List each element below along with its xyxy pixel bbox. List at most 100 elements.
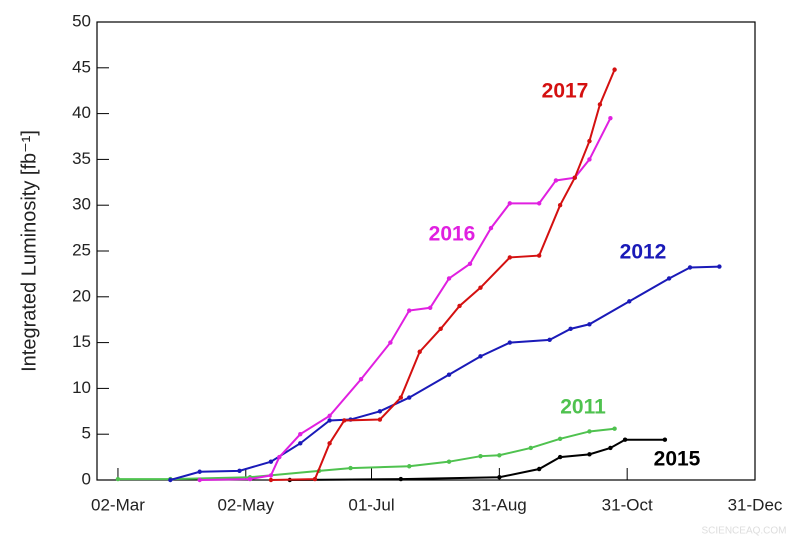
x-tick-label: 31-Oct — [602, 495, 653, 514]
data-point — [247, 476, 253, 482]
data-point — [407, 464, 412, 469]
data-point — [327, 418, 332, 423]
data-point — [627, 299, 632, 304]
data-point — [507, 201, 513, 206]
data-point — [446, 459, 452, 464]
data-point — [528, 445, 533, 451]
data-point — [612, 67, 617, 72]
data-point — [587, 452, 592, 457]
data-point — [587, 429, 592, 434]
data-point — [557, 454, 563, 460]
y-tick-label: 5 — [82, 424, 91, 443]
data-point — [348, 465, 353, 471]
data-point — [342, 418, 347, 423]
series-label: 2017 — [542, 80, 589, 103]
series-line — [170, 265, 720, 481]
series-label: 2015 — [654, 448, 701, 471]
data-point — [572, 175, 577, 180]
data-point — [507, 255, 513, 260]
series-line — [117, 427, 615, 481]
data-point — [377, 409, 383, 414]
data-point — [717, 264, 722, 269]
x-tick-label: 01-Jul — [348, 495, 394, 514]
data-point — [587, 157, 592, 162]
data-point — [427, 305, 433, 310]
data-point — [438, 326, 443, 332]
data-point — [446, 276, 452, 281]
y-tick-label: 20 — [72, 286, 91, 305]
data-point — [327, 413, 332, 419]
x-tick-label: 31-Dec — [728, 495, 783, 514]
data-point — [358, 377, 364, 382]
watermark: SCIENCEAQ.COM — [701, 526, 786, 537]
series-line — [199, 117, 612, 481]
data-point — [467, 261, 473, 267]
data-point — [398, 476, 404, 482]
data-point — [507, 340, 513, 345]
y-axis-label: Integrated Luminosity [fb⁻¹] — [18, 130, 40, 372]
data-point — [662, 437, 668, 442]
y-tick-label: 50 — [72, 11, 91, 30]
series-label: 2012 — [620, 241, 667, 264]
series-label: 2011 — [560, 396, 606, 419]
data-point — [377, 417, 383, 422]
data-point — [587, 138, 592, 144]
x-tick-label: 02-May — [217, 495, 274, 514]
data-point — [277, 454, 282, 460]
data-point — [608, 115, 613, 121]
data-point — [457, 303, 462, 309]
data-point — [687, 265, 693, 270]
data-point — [608, 445, 613, 451]
data-point — [478, 354, 483, 359]
data-point — [327, 441, 332, 446]
data-point — [587, 322, 592, 327]
data-point — [478, 453, 483, 459]
y-tick-label: 45 — [72, 57, 91, 76]
data-point — [446, 372, 452, 377]
data-point — [268, 473, 274, 478]
data-point — [497, 475, 502, 480]
data-point — [557, 436, 563, 441]
data-point — [547, 337, 552, 343]
data-point — [488, 225, 494, 231]
data-point — [268, 477, 274, 483]
y-tick-label: 0 — [82, 469, 91, 488]
y-tick-label: 10 — [72, 378, 91, 397]
y-tick-label: 40 — [72, 103, 91, 122]
data-point — [622, 437, 628, 442]
data-point — [398, 395, 404, 400]
data-point — [557, 203, 563, 208]
x-tick-label: 31-Aug — [472, 495, 527, 514]
data-point — [597, 102, 603, 107]
data-point — [478, 285, 483, 290]
data-point — [115, 476, 121, 482]
data-point — [298, 441, 303, 446]
data-point — [312, 476, 318, 482]
data-point — [237, 468, 242, 474]
data-point — [568, 326, 573, 332]
data-point — [168, 477, 173, 483]
data-point — [666, 276, 672, 281]
y-tick-label: 35 — [72, 149, 91, 168]
series-line — [289, 438, 665, 481]
data-point — [417, 349, 422, 354]
y-tick-label: 15 — [72, 332, 91, 351]
y-tick-label: 30 — [72, 195, 91, 214]
data-point — [407, 308, 412, 313]
y-tick-label: 25 — [72, 240, 91, 259]
x-tick-label: 02-Mar — [91, 495, 145, 514]
data-point — [536, 466, 542, 472]
data-point — [536, 201, 542, 206]
data-point — [612, 426, 617, 431]
data-point — [388, 340, 393, 345]
data-point — [268, 459, 274, 464]
data-point — [553, 178, 559, 183]
data-point — [298, 432, 303, 437]
data-point — [197, 469, 202, 474]
data-point — [197, 477, 202, 483]
data-point — [536, 253, 542, 258]
data-point — [497, 453, 502, 458]
series-label: 2016 — [429, 223, 476, 246]
data-point — [407, 395, 412, 400]
